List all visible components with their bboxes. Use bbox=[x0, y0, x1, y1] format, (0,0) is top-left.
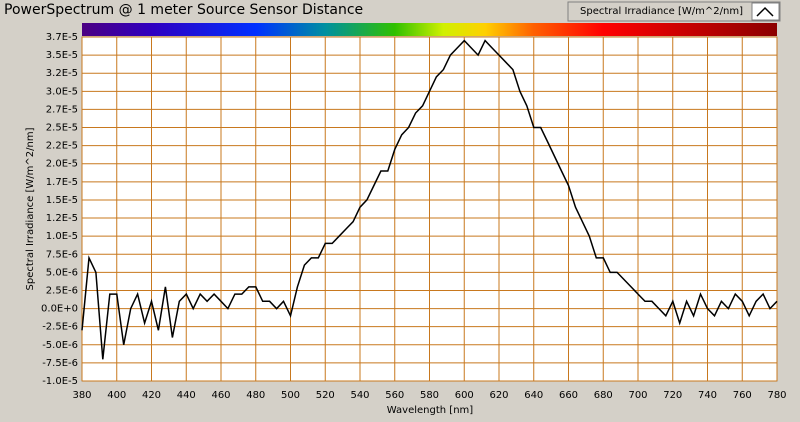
y-tick-label: -5.0E-6 bbox=[42, 340, 78, 351]
x-tick-label: 440 bbox=[177, 390, 196, 401]
y-tick-label: 1.7E-5 bbox=[46, 177, 78, 188]
x-axis-label: Wavelength [nm] bbox=[387, 405, 473, 416]
legend-box bbox=[567, 1, 781, 22]
x-tick-label: 560 bbox=[385, 390, 404, 401]
x-tick-label: 740 bbox=[698, 390, 717, 401]
y-tick-label: 2.7E-5 bbox=[46, 104, 78, 115]
x-tick-label: 780 bbox=[767, 390, 786, 401]
legend-entry: Spectral Irradiance [W/m^2/nm] bbox=[580, 6, 743, 17]
legend-swatch bbox=[756, 6, 774, 17]
y-tick-label: 3.0E-5 bbox=[46, 86, 78, 97]
chart-title: PowerSpectrum @ 1 meter Source Sensor Di… bbox=[4, 2, 363, 18]
spectrum-bar bbox=[82, 23, 777, 36]
x-tick-label: 460 bbox=[211, 390, 230, 401]
y-tick-label: 2.5E-6 bbox=[46, 285, 78, 296]
y-tick-label: 3.7E-5 bbox=[46, 32, 78, 43]
x-tick-label: 620 bbox=[489, 390, 508, 401]
x-tick-label: 760 bbox=[733, 390, 752, 401]
x-tick-label: 660 bbox=[559, 390, 578, 401]
x-tick-label: 640 bbox=[524, 390, 543, 401]
x-tick-label: 680 bbox=[594, 390, 613, 401]
data-line bbox=[81, 39, 778, 360]
y-tick-label: 1.2E-5 bbox=[46, 213, 78, 224]
y-tick-label: -1.0E-5 bbox=[42, 376, 78, 387]
y-tick-label: 3.2E-5 bbox=[46, 68, 78, 79]
x-tick-label: 380 bbox=[72, 390, 91, 401]
y-tick-label: 3.5E-5 bbox=[46, 50, 78, 61]
y-tick-label: 2.0E-5 bbox=[46, 159, 78, 170]
x-tick-label: 600 bbox=[455, 390, 474, 401]
y-tick-label: -2.5E-6 bbox=[42, 322, 78, 333]
legend-swatch-box bbox=[751, 2, 780, 21]
x-tick-label: 720 bbox=[663, 390, 682, 401]
y-tick-label: 2.5E-5 bbox=[46, 123, 78, 134]
y-tick-label: 1.0E-5 bbox=[46, 231, 78, 242]
x-tick-label: 540 bbox=[350, 390, 369, 401]
x-tick-label: 400 bbox=[107, 390, 126, 401]
y-tick-label: 1.5E-5 bbox=[46, 195, 78, 206]
x-tick-label: 700 bbox=[628, 390, 647, 401]
x-tick-label: 420 bbox=[142, 390, 161, 401]
x-tick-label: 500 bbox=[281, 390, 300, 401]
y-tick-label: -7.5E-6 bbox=[42, 358, 78, 369]
x-tick-label: 480 bbox=[246, 390, 265, 401]
y-tick-label: 2.2E-5 bbox=[46, 141, 78, 152]
y-tick-label: 0.0E+0 bbox=[41, 304, 78, 315]
y-axis-label: Spectral Irradiance [W/m^2/nm] bbox=[25, 127, 36, 290]
x-tick-label: 580 bbox=[420, 390, 439, 401]
x-tick-label: 520 bbox=[316, 390, 335, 401]
y-tick-label: 5.0E-6 bbox=[46, 267, 78, 278]
y-tick-label: 7.5E-6 bbox=[46, 249, 78, 260]
